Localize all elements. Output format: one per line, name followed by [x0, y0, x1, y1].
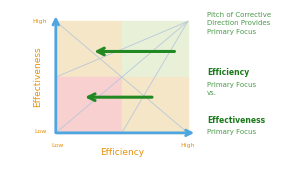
Text: Efficiency: Efficiency [100, 148, 144, 157]
Bar [122, 77, 188, 133]
Text: High: High [181, 143, 195, 148]
Text: Primary Focus: Primary Focus [207, 129, 256, 135]
Text: Low: Low [34, 129, 46, 134]
Text: Effectiveness: Effectiveness [207, 116, 265, 125]
Text: High: High [32, 19, 46, 24]
Text: Efficiency: Efficiency [207, 68, 249, 77]
Bar [56, 77, 122, 133]
Text: Pitch of Corrective
Direction Provides
Primary Focus: Pitch of Corrective Direction Provides P… [207, 12, 271, 35]
Bar [56, 21, 122, 77]
Text: Effectiveness: Effectiveness [33, 47, 42, 107]
Text: Primary Focus
vs.: Primary Focus vs. [207, 82, 256, 96]
Text: Low: Low [51, 143, 63, 148]
Bar [122, 21, 188, 77]
